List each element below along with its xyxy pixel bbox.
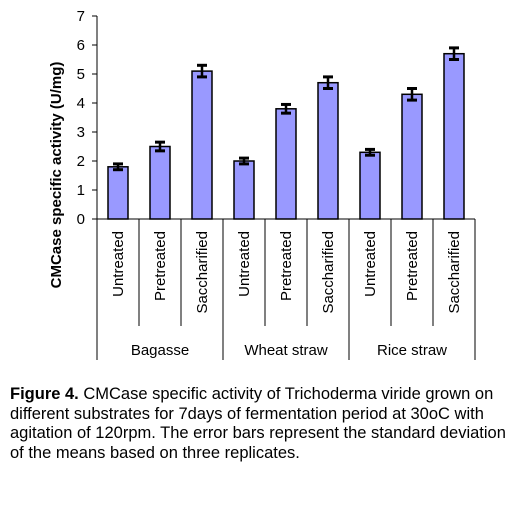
- y-tick-label: 5: [77, 66, 85, 83]
- category-label: Pretreated: [152, 231, 169, 301]
- caption-label: Figure 4.: [10, 385, 79, 403]
- y-axis-label: CMCase specific activity (U/mg): [48, 62, 65, 289]
- bar: [107, 166, 129, 220]
- group-label: Rice straw: [377, 342, 447, 359]
- category-label: Pretreated: [278, 231, 295, 301]
- category-label: Untreated: [362, 231, 379, 297]
- bar: [317, 81, 339, 220]
- group-label: Wheat straw: [244, 342, 328, 359]
- figure-caption: Figure 4. CMCase specific activity of Tr…: [10, 385, 520, 463]
- bar: [233, 160, 255, 220]
- bar: [191, 70, 213, 220]
- y-tick-label: 1: [77, 182, 85, 199]
- bar: [275, 108, 297, 220]
- y-tick-label: 2: [77, 153, 85, 170]
- y-tick-label: 6: [77, 37, 85, 54]
- bar: [401, 93, 423, 220]
- category-label: Saccharified: [320, 231, 337, 314]
- y-tick-label: 0: [77, 211, 85, 228]
- category-label: Saccharified: [194, 231, 211, 314]
- bar: [359, 151, 381, 220]
- category-label: Untreated: [236, 231, 253, 297]
- bar-chart: 0 1 2 3 4 5 6 7 CMCase specific activity (U/mg) U…: [48, 8, 476, 360]
- bar: [443, 52, 465, 220]
- y-tick-label: 4: [77, 95, 85, 112]
- group-label: Bagasse: [131, 342, 189, 359]
- category-label: Pretreated: [404, 231, 421, 301]
- y-tick-label: 7: [77, 8, 85, 25]
- y-tick-label: 3: [77, 124, 85, 141]
- category-label: Untreated: [110, 231, 127, 297]
- category-label: Saccharified: [446, 231, 463, 314]
- caption-text: CMCase specific activity of Trichoderma …: [10, 385, 506, 462]
- bar: [149, 145, 171, 220]
